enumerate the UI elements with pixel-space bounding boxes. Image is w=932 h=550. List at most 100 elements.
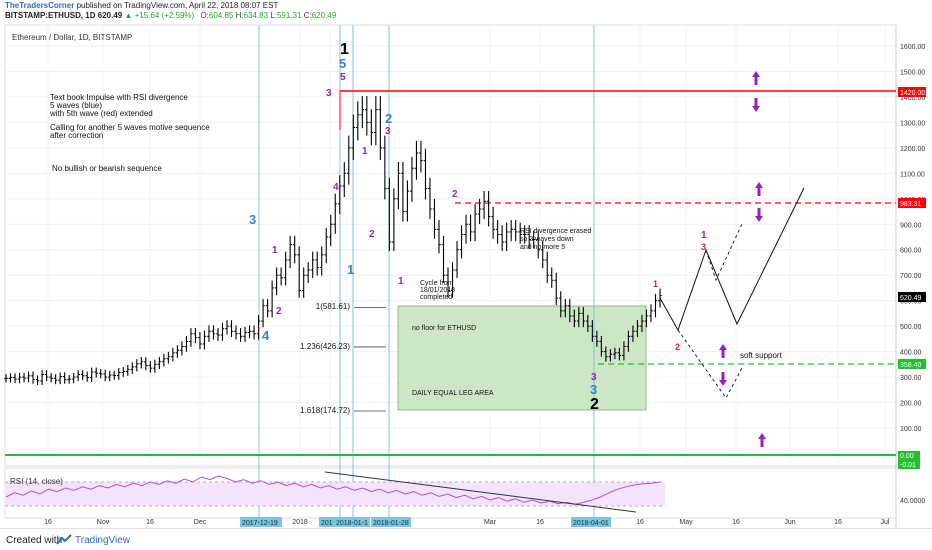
x-highlight-bg: [571, 517, 611, 527]
y-tick-label: 900.00: [900, 222, 922, 229]
symbol-price: 620.49: [97, 11, 123, 20]
wave-label: 1: [701, 230, 707, 241]
note-line-1: Text book Impulse with RSI divergence: [50, 93, 188, 102]
tradingview-brand[interactable]: TradingView: [75, 535, 131, 546]
y-tick-label: 1600.00: [900, 44, 925, 51]
wave-label: 1: [340, 41, 349, 58]
rsi-note: RSI divergence erased so 3 waves down an…: [520, 228, 591, 251]
wave-label: 1: [398, 276, 404, 287]
wave-label: 4: [262, 328, 270, 343]
x-highlight-label: 2018-01-1: [336, 520, 368, 527]
tag-0-bg: [898, 451, 920, 460]
published-text: published on TradingView.com, April 22, …: [76, 1, 279, 10]
rsi-tick: 40.0000: [900, 498, 925, 505]
zone-note-area: DAILY EQUAL LEG AREA: [412, 390, 494, 397]
x-highlight-label: 2018-04-01: [573, 520, 609, 527]
x-tick-label: 16: [44, 519, 52, 526]
y-tick-label: 1300.00: [900, 120, 925, 127]
close-value: 620.49: [311, 11, 337, 20]
tag-0: 0.00: [900, 453, 914, 460]
projection-lines: [659, 187, 805, 399]
y-tick-label: 700.00: [900, 273, 922, 280]
low-label: L:: [270, 11, 277, 20]
zone-note-floor: no floor for ETHUSD: [412, 325, 476, 332]
high-label: H:: [235, 11, 244, 20]
arrow-up-icon: [719, 344, 727, 358]
y-tick-label: 500.00: [900, 324, 922, 331]
cycle-note: Cycle from 18/01/2018 completed: [420, 280, 455, 301]
x-axis: 16Nov16Dec201816Mar1616May16Jun16Jul2017…: [44, 517, 890, 527]
x-tick-label: 16: [834, 519, 842, 526]
arrow-up-icon: [755, 182, 763, 196]
close-label: C:: [303, 11, 312, 20]
wave-label: 3: [385, 126, 391, 137]
ohlc-bars: [4, 96, 662, 385]
fib-label-1618: 1.618(174.72): [300, 406, 350, 415]
ohlc-values: O:604.85 H:634.83 L:591.31 C:620.49: [200, 11, 336, 20]
y-tick-label: 1200.00: [900, 146, 925, 153]
price-chart[interactable]: 100.00 200.00 300.00 400.00 500.00 600.00 700.…: [0, 0, 932, 528]
x-tick-label: 16: [146, 519, 154, 526]
high-value: 634.83: [243, 11, 269, 20]
wave-label: 2: [369, 229, 375, 240]
x-tick-label: 16: [636, 519, 644, 526]
wave-label: 5: [339, 56, 346, 71]
y-tick-label: 1500.00: [900, 69, 925, 76]
y-tick-label: 200.00: [900, 401, 922, 408]
wave-label: 2: [675, 342, 680, 352]
wave-label: 2: [385, 111, 392, 126]
x-tick-label: Mar: [484, 519, 497, 526]
note-line-3: with 5th wave (red) extended: [49, 109, 153, 118]
x-tick-label: Jul: [881, 519, 890, 526]
y-tick-label: 800.00: [900, 248, 922, 255]
symbol-change: ▲ +15.64 (+2.59%): [124, 11, 195, 20]
tradingview-logo-icon[interactable]: [56, 534, 72, 546]
tag-0b-bg: [898, 460, 920, 469]
cycle-note-1: Cycle from: [420, 280, 454, 287]
x-highlight-bg: [240, 517, 282, 527]
footer: Created with TradingView: [0, 528, 932, 550]
price-tags: 1420.00 983.31 620.49 358.40 0.00 -0.01: [898, 87, 926, 469]
wave-label: 2: [276, 306, 282, 317]
x-highlight-label: 2017-12-19: [242, 520, 278, 527]
arrow-down-icon: [755, 208, 763, 222]
x-highlight-label: 2018-01-28: [373, 520, 409, 527]
x-highlight-bg: [334, 517, 370, 527]
x-highlight-bg: [371, 517, 411, 527]
publisher-name[interactable]: TheTradersCorner: [5, 1, 75, 10]
wave-label: 2: [452, 189, 458, 200]
rsi-note-1: RSI divergence erased: [520, 228, 591, 235]
soft-support-label: soft support: [740, 351, 783, 360]
cycle-note-2: 18/01/2018: [420, 287, 455, 294]
arrows: [719, 71, 766, 447]
open-value: 604.85: [208, 11, 234, 20]
arrow-up-icon: [752, 71, 760, 85]
wave-label: 1: [272, 245, 278, 256]
low-value: 591.31: [276, 11, 302, 20]
rsi-label: RSI (14, close): [10, 477, 63, 486]
arrow-up-icon: [758, 433, 766, 447]
wave-label: 2: [590, 396, 599, 413]
tag-last-bg: [898, 292, 926, 302]
rsi-line: [5, 475, 661, 505]
wave-label: 4: [333, 182, 339, 193]
wave-label: 3: [591, 372, 597, 383]
x-tick-label: 16: [732, 519, 740, 526]
created-with-text: Created with: [6, 535, 63, 546]
projection-dashed-up: [705, 223, 743, 282]
wave-label: 3: [249, 212, 256, 227]
x-highlight-label: 201: [321, 520, 333, 527]
tag-1420: 1420.00: [900, 90, 925, 97]
x-tick-label: Jun: [784, 519, 795, 526]
arrow-down-icon: [752, 98, 760, 112]
tag-1420-bg: [898, 87, 926, 97]
note-line-5: after correction: [50, 131, 103, 140]
y-tick-label: 1100.00: [900, 171, 925, 178]
rsi-divergence-line: [324, 471, 637, 513]
wave-label: 1: [347, 262, 354, 277]
horizontal-levels: [5, 90, 896, 456]
y-tick-label: 100.00: [900, 426, 922, 433]
wave-label: 5: [340, 72, 346, 83]
tag-last: 620.49: [900, 295, 922, 302]
x-tick-label: 2018: [292, 519, 308, 526]
